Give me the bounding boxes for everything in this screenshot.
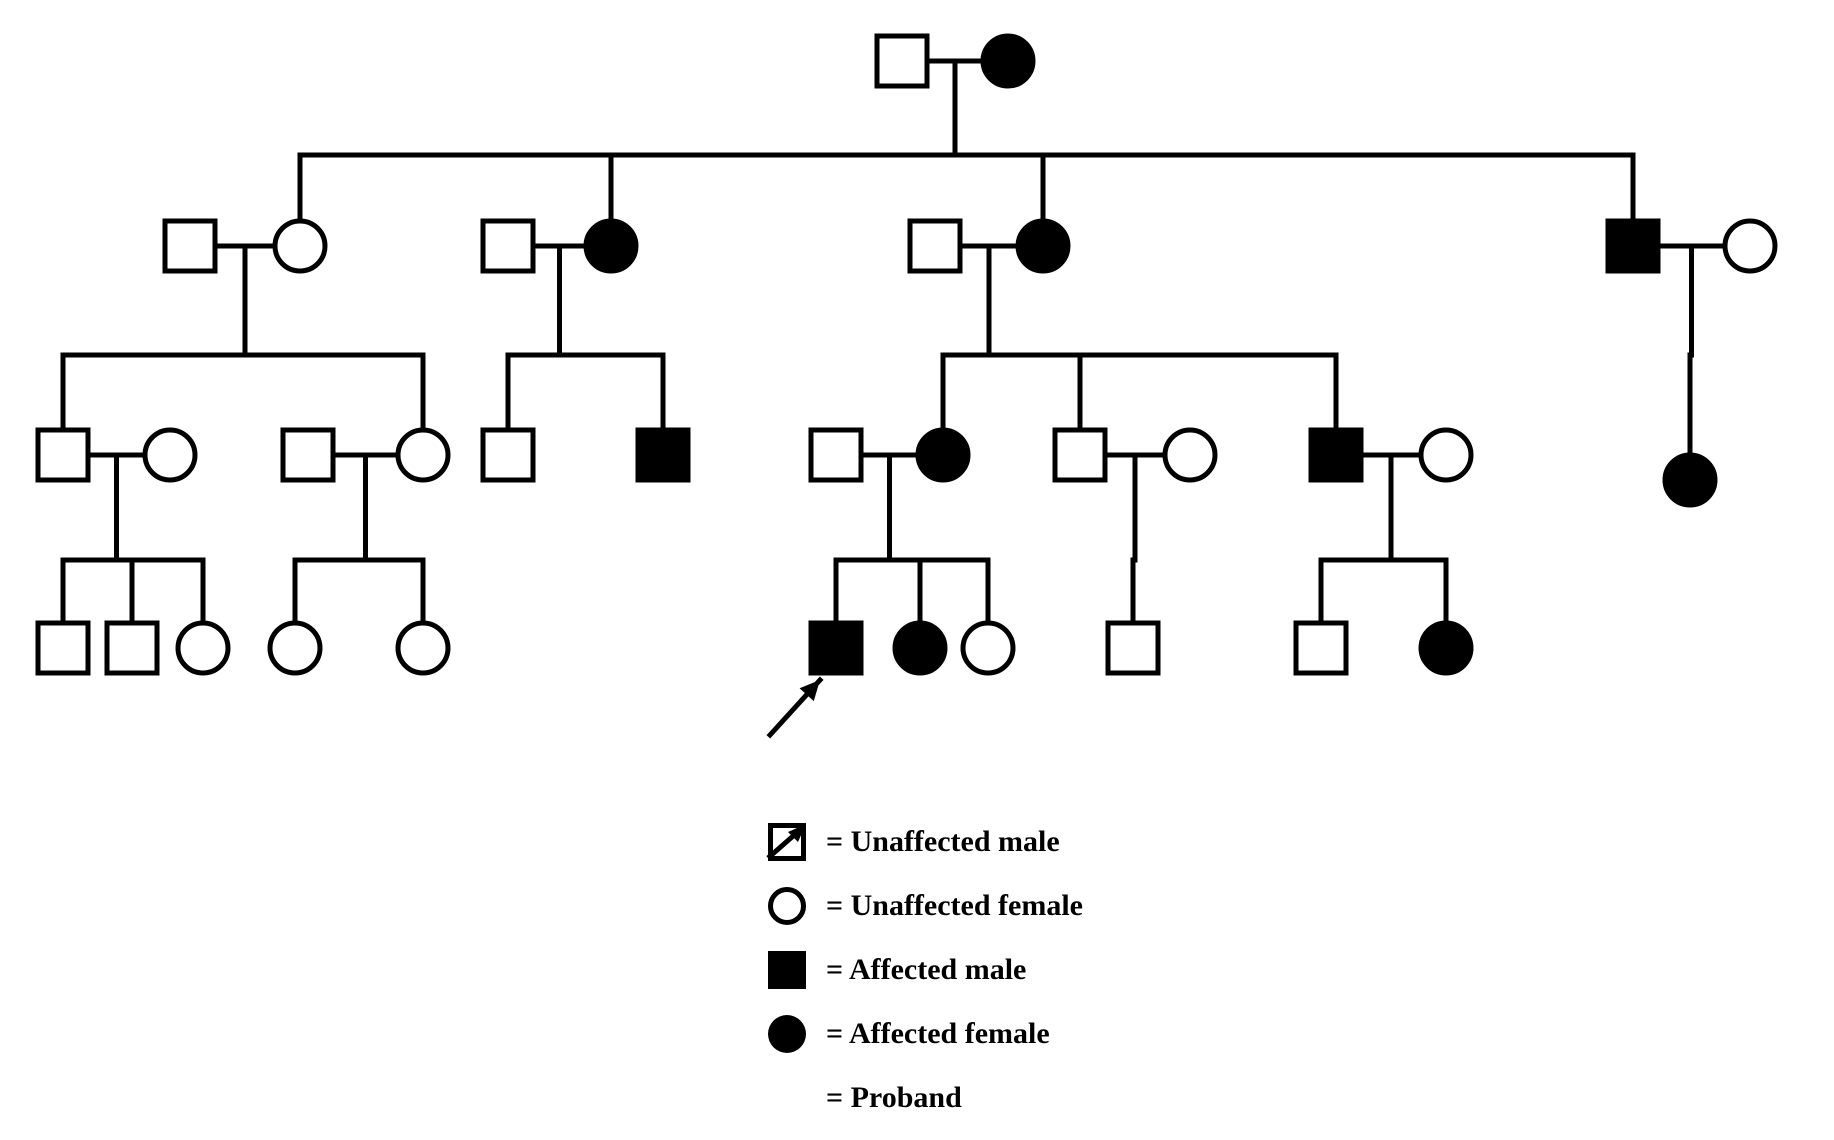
- circle-open-icon: [760, 884, 814, 928]
- pedigree-male: [283, 430, 333, 480]
- pedigree-male: [165, 221, 215, 271]
- pedigree-female-affected: [983, 36, 1033, 86]
- pedigree-female: [145, 430, 195, 480]
- legend-label: = Affected male: [826, 953, 1026, 987]
- pedigree-female: [178, 623, 228, 673]
- legend-label: = Unaffected male: [826, 825, 1060, 859]
- pedigree-female-affected: [586, 221, 636, 271]
- pedigree-canvas: = Unaffected male = Unaffected female = …: [0, 0, 1834, 1125]
- pedigree-male: [107, 623, 157, 673]
- pedigree-male: [811, 430, 861, 480]
- pedigree-female: [1421, 430, 1471, 480]
- pedigree-male: [38, 623, 88, 673]
- pedigree-female-affected: [918, 430, 968, 480]
- pedigree-female-affected: [1421, 623, 1471, 673]
- pedigree-male: [483, 221, 533, 271]
- pedigree-male-affected: [1608, 221, 1658, 271]
- pedigree-female-affected: [895, 623, 945, 673]
- pedigree-female: [270, 623, 320, 673]
- pedigree-male: [483, 430, 533, 480]
- pedigree-female: [1165, 430, 1215, 480]
- pedigree-male: [1108, 623, 1158, 673]
- pedigree-female: [963, 623, 1013, 673]
- legend-row-unaffected-female: = Unaffected female: [760, 884, 1083, 928]
- pedigree-male-affected: [1311, 430, 1361, 480]
- pedigree-male-affected: [638, 430, 688, 480]
- arrow-icon: [760, 1076, 814, 1120]
- legend-label: = Unaffected female: [826, 889, 1083, 923]
- pedigree-male: [1055, 430, 1105, 480]
- pedigree-male-affected: [811, 623, 861, 673]
- pedigree-female: [398, 623, 448, 673]
- pedigree-female: [275, 221, 325, 271]
- legend-row-affected-male: = Affected male: [760, 948, 1083, 992]
- pedigree-male: [910, 221, 960, 271]
- pedigree-female-affected: [1665, 455, 1715, 505]
- pedigree-male: [877, 36, 927, 86]
- legend-label: = Proband: [826, 1081, 962, 1115]
- pedigree-male: [1296, 623, 1346, 673]
- circle-filled-icon: [760, 1012, 814, 1056]
- pedigree-male: [38, 430, 88, 480]
- legend: = Unaffected male = Unaffected female = …: [760, 820, 1083, 1140]
- pedigree-female-affected: [1018, 221, 1068, 271]
- square-filled-icon: [760, 948, 814, 992]
- pedigree-female: [398, 430, 448, 480]
- pedigree-female: [1725, 221, 1775, 271]
- legend-row-affected-female: = Affected female: [760, 1012, 1083, 1056]
- legend-row-proband: = Proband: [760, 1076, 1083, 1120]
- legend-label: = Affected female: [826, 1017, 1050, 1051]
